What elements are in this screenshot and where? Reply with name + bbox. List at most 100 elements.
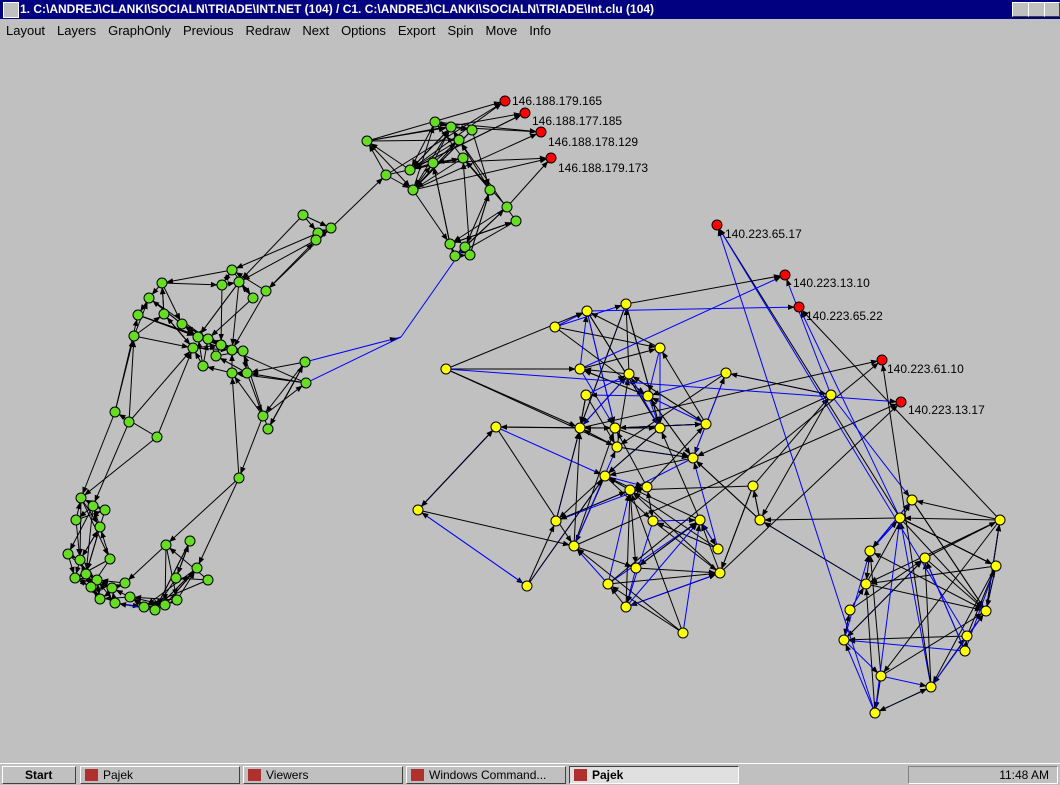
task-button[interactable]: Windows Command...	[406, 766, 566, 784]
menu-item[interactable]: Layers	[57, 23, 97, 38]
node	[176, 318, 188, 330]
edge	[628, 373, 661, 429]
edge	[304, 336, 402, 363]
node	[310, 234, 322, 246]
task-icon	[411, 769, 424, 781]
node	[74, 554, 86, 566]
node	[247, 292, 259, 304]
edge	[230, 281, 240, 351]
edge	[752, 485, 761, 521]
node	[109, 406, 121, 418]
pajek-window: 1. C:\ANDREJ\CLANKI\SOCIALN\TRIADE\INT.N…	[0, 0, 1060, 719]
edge	[880, 359, 932, 688]
node	[237, 345, 249, 357]
edge	[607, 519, 701, 585]
edge	[366, 140, 387, 176]
taskbar: Start Pajek Viewers Windows Command... Pajek…	[0, 763, 1060, 785]
edge	[843, 639, 882, 677]
edge	[99, 526, 111, 560]
close-button[interactable]	[1044, 2, 1060, 17]
node	[599, 470, 611, 482]
edge	[585, 373, 630, 396]
task-icon	[574, 769, 587, 781]
menu-item[interactable]: GraphOnly	[108, 23, 171, 38]
edge	[231, 269, 267, 292]
edge	[865, 519, 1001, 585]
menu-item[interactable]: Options	[341, 23, 386, 38]
node	[123, 416, 135, 428]
edge	[579, 303, 627, 429]
node	[700, 418, 712, 430]
node	[69, 572, 81, 584]
edge	[305, 336, 402, 384]
node	[793, 301, 805, 313]
menu-item[interactable]: Layout	[6, 23, 46, 38]
edge	[659, 427, 701, 521]
node	[611, 441, 623, 453]
edge	[555, 489, 631, 522]
node	[94, 593, 106, 605]
node	[825, 389, 837, 401]
node	[87, 500, 99, 512]
node	[197, 360, 209, 372]
menu-item[interactable]: Previous	[182, 23, 234, 38]
node	[694, 514, 706, 526]
edge	[218, 284, 224, 346]
node	[994, 514, 1006, 526]
menu-item[interactable]: Redraw	[245, 23, 291, 38]
edge	[646, 423, 707, 488]
edge	[647, 395, 694, 459]
menu-item[interactable]: Next	[302, 23, 330, 38]
node	[80, 568, 92, 580]
minimize-button[interactable]	[1012, 2, 1029, 17]
edge	[445, 368, 902, 404]
edge	[579, 359, 883, 429]
maximize-button[interactable]	[1028, 2, 1045, 17]
task-button[interactable]: Pajek	[569, 766, 739, 784]
edge	[366, 137, 460, 143]
edge	[450, 126, 542, 135]
edge	[924, 557, 966, 652]
edge	[449, 206, 508, 245]
menu-item[interactable]: Move	[485, 23, 518, 38]
node	[925, 681, 937, 693]
edge	[196, 477, 240, 569]
node	[499, 95, 511, 107]
edge	[579, 394, 587, 429]
edge	[579, 274, 786, 370]
task-button[interactable]: Viewers	[243, 766, 403, 784]
edge	[412, 121, 436, 191]
edge	[830, 394, 913, 501]
node	[906, 494, 918, 506]
edge	[869, 550, 987, 612]
edge	[573, 545, 684, 634]
title-bar: 1. C:\ANDREJ\CLANKI\SOCIALN\TRIADE\INT.N…	[0, 0, 1060, 19]
node	[844, 604, 856, 616]
node	[444, 238, 456, 250]
start-button[interactable]: Start	[2, 766, 76, 784]
menu-item[interactable]: Export	[397, 23, 436, 38]
edge	[238, 415, 264, 479]
edge	[579, 347, 661, 370]
edge	[554, 326, 661, 349]
node-label: 146.188.178.129	[548, 135, 638, 149]
edge	[716, 224, 901, 519]
node	[449, 250, 461, 262]
task-button[interactable]: Pajek	[80, 766, 240, 784]
node	[609, 422, 621, 434]
node	[580, 389, 592, 401]
node	[980, 605, 992, 617]
edge	[161, 269, 233, 284]
menu-item[interactable]: Spin	[447, 23, 474, 38]
node-label: 146.188.179.173	[558, 161, 648, 175]
edge	[716, 224, 876, 714]
edge	[719, 485, 754, 574]
edge	[506, 157, 552, 208]
edge	[652, 520, 721, 574]
node	[187, 342, 199, 354]
node	[875, 670, 887, 682]
menu-item[interactable]: Info	[529, 23, 551, 38]
node	[712, 543, 724, 555]
edge	[759, 517, 901, 523]
